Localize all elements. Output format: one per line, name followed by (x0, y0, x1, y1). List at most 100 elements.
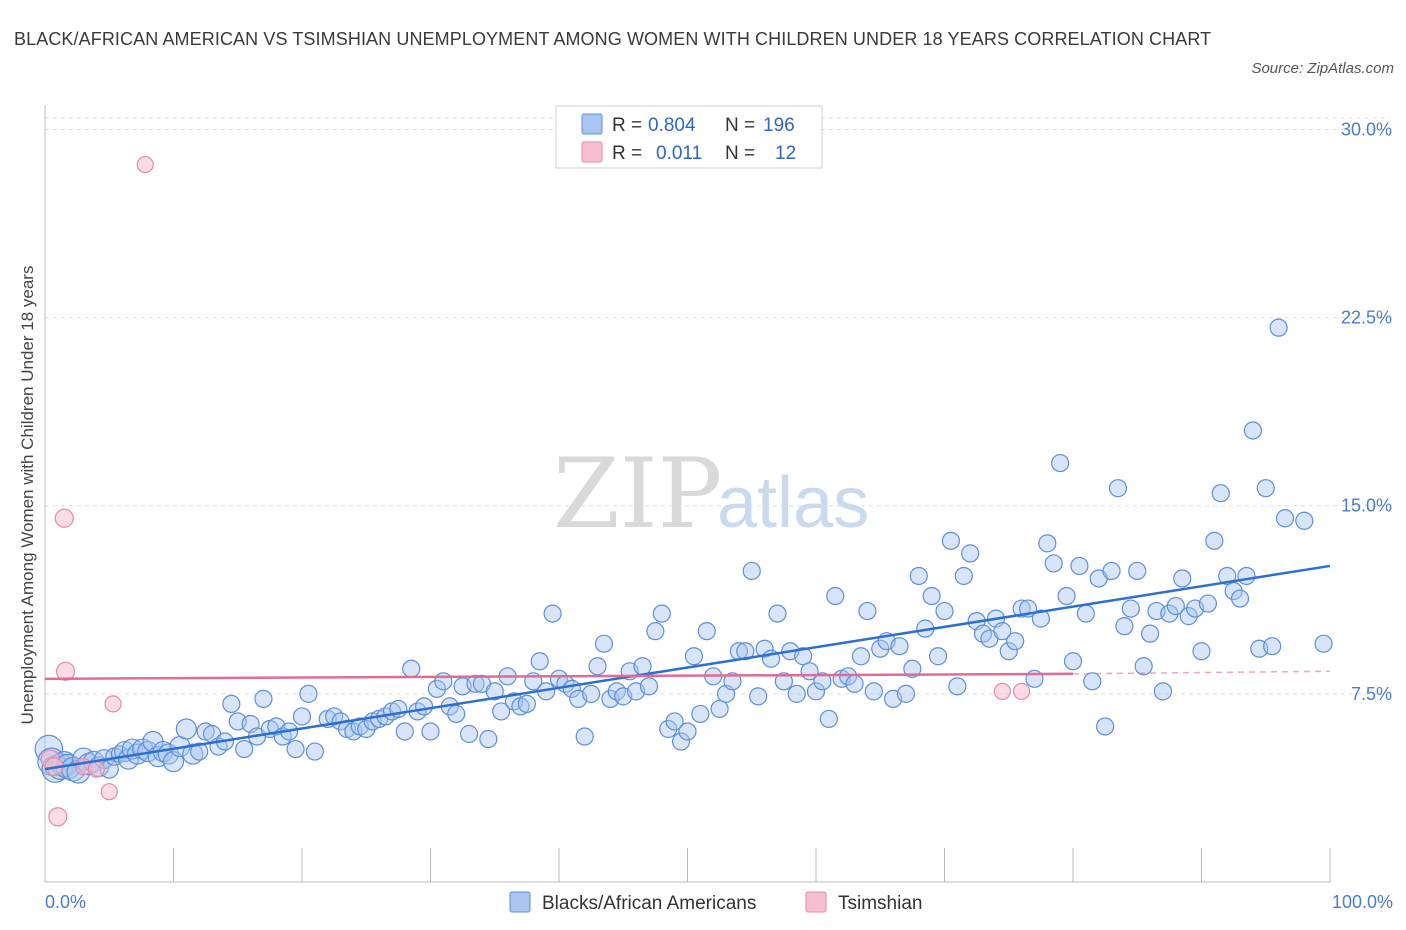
x-tick-label-1: 100.0% (1332, 892, 1393, 912)
point-blacks-130 (839, 667, 858, 686)
trendlines (44, 564, 1331, 771)
point-blacks-164 (1057, 586, 1076, 606)
legend-swatch-blue (581, 113, 603, 135)
point-blacks-29 (182, 743, 204, 765)
point-blacks-105 (678, 722, 697, 741)
point-blacks-103 (665, 712, 684, 731)
bottom-legend-blacks: Blacks/African Americans (542, 893, 756, 914)
point-blacks-177 (1140, 624, 1160, 643)
point-blacks-74 (479, 729, 498, 749)
watermark: ZIP atlas (553, 438, 869, 550)
point-blacks-55 (357, 719, 376, 739)
point-blacks-40 (254, 689, 273, 708)
watermark-zip: ZIP (553, 438, 722, 550)
point-blacks-168 (1083, 672, 1102, 691)
point-blacks-179 (1153, 682, 1173, 701)
legend-top: R = 0.804 N = 196 R = 0.011 N = 12 (555, 105, 823, 169)
point-blacks-69 (447, 704, 466, 724)
series-blacks-points (34, 318, 1333, 784)
legend-n-value-1: 196 (763, 115, 795, 136)
y-tick-label-3: 30.0% (1341, 119, 1392, 139)
point-tsimshian-10 (993, 682, 1011, 700)
point-blacks-116 (749, 687, 768, 706)
point-tsimshian-3 (54, 508, 74, 528)
point-blacks-122 (787, 684, 806, 703)
point-blacks-176 (1134, 657, 1153, 676)
y-tick-label-1: 15.0% (1341, 496, 1392, 516)
point-blacks-98 (633, 657, 652, 676)
point-blacks-110 (710, 699, 729, 719)
point-blacks-37 (235, 739, 254, 759)
point-blacks-182 (1173, 569, 1192, 588)
y-tick-label-0: 7.5% (1351, 684, 1392, 704)
point-blacks-166 (1070, 556, 1089, 576)
point-blacks-108 (697, 622, 716, 641)
point-blacks-90 (582, 684, 601, 703)
point-blacks-167 (1076, 604, 1095, 623)
point-blacks-62 (402, 659, 421, 678)
point-blacks-139 (896, 684, 916, 703)
point-blacks-190 (1224, 581, 1243, 601)
point-blacks-131 (845, 674, 864, 693)
point-blacks-80 (517, 694, 536, 713)
point-blacks-107 (691, 704, 710, 724)
point-blacks-104 (671, 732, 691, 751)
point-blacks-127 (819, 709, 838, 729)
point-blacks-147 (948, 677, 967, 696)
point-blacks-119 (768, 604, 787, 623)
point-blacks-135 (871, 639, 890, 658)
bottom-legend-swatch-pink (805, 891, 827, 913)
watermark-atlas: atlas (717, 463, 869, 543)
point-blacks-163 (1051, 453, 1070, 473)
point-blacks-172 (1108, 479, 1128, 498)
trendline-tsimshian (44, 672, 1074, 681)
point-blacks-125 (806, 682, 826, 701)
bottom-legend-swatch-blue (509, 891, 531, 913)
point-blacks-72 (466, 674, 485, 693)
point-blacks-143 (922, 586, 941, 606)
point-blacks-199 (1295, 511, 1314, 530)
y-tick-labels: 7.5% 15.0% 22.5% 30.0% (1341, 119, 1392, 703)
legend-n-label-1: N = (725, 115, 755, 136)
point-tsimshian-2 (48, 807, 68, 827)
point-blacks-117 (755, 639, 774, 658)
point-blacks-102 (659, 719, 678, 739)
point-blacks-183 (1179, 607, 1198, 626)
legend-r-value-1: 0.804 (648, 115, 696, 136)
bottom-legend-tsimshian: Tsimshian (838, 893, 922, 914)
point-blacks-154 (993, 622, 1012, 641)
point-blacks-192 (1237, 566, 1256, 586)
point-blacks-170 (1096, 717, 1115, 736)
point-blacks-101 (652, 604, 671, 623)
point-blacks-149 (961, 544, 980, 563)
point-tsimshian-4 (55, 661, 76, 681)
point-blacks-99 (639, 677, 659, 696)
point-blacks-181 (1166, 596, 1185, 616)
trendline-blacks (44, 564, 1331, 771)
chart-title: BLACK/AFRICAN AMERICAN VS TSIMSHIAN UNEM… (14, 29, 1212, 49)
point-blacks-84 (543, 604, 562, 623)
point-blacks-144 (928, 647, 948, 666)
point-blacks-195 (1256, 479, 1275, 498)
point-blacks-106 (684, 647, 704, 666)
point-blacks-196 (1263, 637, 1282, 656)
point-blacks-138 (890, 637, 909, 656)
legend-r-label-2: R = (612, 143, 642, 164)
point-blacks-140 (903, 659, 922, 678)
x-tick-labels: 0.0% 100.0% (45, 892, 1393, 912)
point-blacks-165 (1063, 652, 1083, 671)
point-blacks-180 (1160, 604, 1179, 623)
point-blacks-171 (1102, 561, 1121, 581)
point-blacks-64 (414, 697, 434, 716)
axes (44, 105, 1331, 883)
point-blacks-189 (1218, 566, 1237, 586)
point-blacks-200 (1314, 634, 1333, 653)
point-tsimshian-7 (100, 783, 118, 801)
point-blacks-191 (1230, 589, 1250, 608)
point-blacks-66 (427, 679, 447, 698)
point-blacks-115 (742, 561, 761, 581)
point-blacks-161 (1038, 534, 1057, 553)
point-blacks-47 (299, 684, 318, 703)
series-tsimshian-points (40, 155, 1031, 827)
point-blacks-46 (292, 707, 312, 726)
